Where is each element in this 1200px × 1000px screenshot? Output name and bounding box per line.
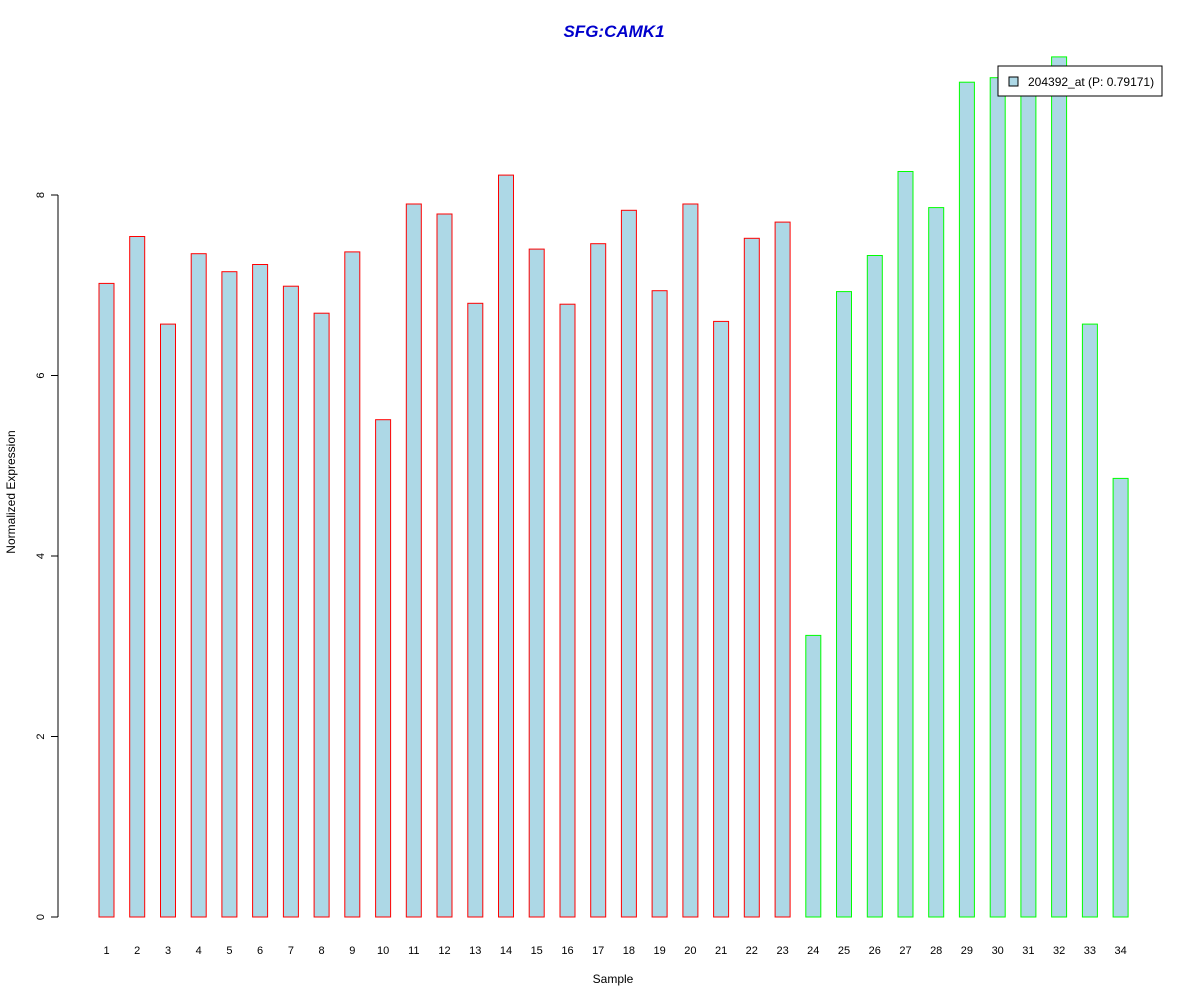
bar-sample-10: [375, 419, 392, 918]
x-axis-ticks: 1 2 3 4 5 6 7 8 9 10 11 12 13 14 15 16 17 18 19 20 21 22 23 24 2…: [103, 945, 1126, 957]
bar-sample-22: [743, 237, 760, 918]
x-tick-label: 34: [1114, 945, 1126, 957]
bar-sample-14: [498, 174, 514, 918]
y-tick-label: 6: [35, 372, 47, 378]
bar-sample-34: [1112, 477, 1129, 918]
bar-sample-33: [1081, 323, 1098, 918]
bar-sample-11: [405, 203, 422, 918]
x-tick-label: 4: [196, 945, 202, 957]
x-tick-label: 28: [930, 945, 942, 957]
x-tick-label: 10: [377, 945, 389, 957]
bar-sample-5: [221, 271, 238, 918]
bar-sample-9: [344, 251, 361, 918]
bar-sample-18: [620, 209, 637, 918]
bar-sample-31: [1020, 83, 1037, 918]
x-tick-label: 7: [288, 945, 294, 957]
bar-sample-2: [129, 236, 146, 918]
bar-sample-20: [682, 203, 699, 918]
x-tick-label: 6: [257, 945, 263, 957]
bar-sample-25: [836, 291, 852, 918]
bar-sample-3: [160, 323, 176, 918]
y-tick-label: 8: [35, 192, 47, 198]
x-tick-label: 25: [838, 945, 850, 957]
x-tick-label: 31: [1022, 945, 1034, 957]
y-axis: 0 2 4 6 8: [35, 192, 59, 920]
x-tick-label: 18: [623, 945, 635, 957]
x-tick-label: 3: [165, 945, 171, 957]
x-tick-label: 22: [746, 945, 758, 957]
bar-sample-13: [467, 302, 484, 918]
bar-sample-15: [528, 248, 545, 918]
x-tick-label: 21: [715, 945, 727, 957]
x-tick-label: 11: [408, 945, 419, 957]
bar-sample-30: [989, 77, 1006, 918]
bar-sample-23: [774, 221, 791, 918]
bar-sample-1: [98, 282, 115, 918]
x-tick-label: 17: [592, 945, 604, 957]
x-tick-label: 14: [500, 945, 512, 957]
legend-swatch: [1008, 76, 1019, 87]
legend-box: [997, 65, 1163, 97]
bar-sample-19: [651, 290, 668, 918]
bar-sample-17: [590, 243, 607, 918]
bar-sample-32: [1051, 56, 1068, 918]
bar-sample-16: [559, 303, 576, 918]
bars-group: [98, 56, 1129, 918]
legend-label: 204392_at (P: 0.79171): [1028, 75, 1154, 89]
bar-sample-7: [282, 285, 299, 918]
x-tick-label: 16: [561, 945, 573, 957]
x-tick-label: 26: [869, 945, 881, 957]
x-tick-label: 20: [684, 945, 696, 957]
bar-sample-4: [190, 253, 207, 918]
x-tick-label: 8: [319, 945, 325, 957]
bar-sample-29: [958, 81, 975, 918]
bar-sample-27: [897, 171, 914, 918]
x-tick-label: 12: [438, 945, 450, 957]
x-tick-label: 32: [1053, 945, 1065, 957]
x-tick-label: 24: [807, 945, 819, 957]
bar-sample-24: [805, 634, 822, 918]
bar-sample-12: [436, 213, 453, 918]
x-tick-label: 23: [776, 945, 788, 957]
x-tick-label: 2: [134, 945, 140, 957]
y-axis-label: Normalized Expression: [4, 430, 18, 553]
bar-sample-6: [252, 264, 269, 918]
chart-title: SFG:CAMK1: [563, 22, 664, 41]
x-tick-label: 19: [653, 945, 665, 957]
x-tick-label: 1: [103, 945, 109, 957]
x-tick-label: 9: [349, 945, 355, 957]
bar-sample-28: [928, 207, 945, 918]
legend: 204392_at (P: 0.79171): [997, 65, 1163, 97]
x-tick-label: 27: [899, 945, 911, 957]
x-tick-label: 5: [226, 945, 232, 957]
x-tick-label: 29: [961, 945, 973, 957]
x-tick-label: 30: [992, 945, 1004, 957]
y-tick-label: 0: [35, 914, 47, 920]
x-axis-label: Sample: [593, 972, 634, 986]
x-tick-label: 33: [1084, 945, 1096, 957]
y-tick-label: 4: [35, 553, 47, 559]
bar-sample-8: [313, 312, 330, 918]
x-tick-label: 13: [469, 945, 481, 957]
x-tick-label: 15: [531, 945, 543, 957]
y-tick-label: 2: [35, 733, 47, 739]
bar-sample-26: [866, 255, 883, 918]
bar-sample-21: [713, 320, 730, 918]
